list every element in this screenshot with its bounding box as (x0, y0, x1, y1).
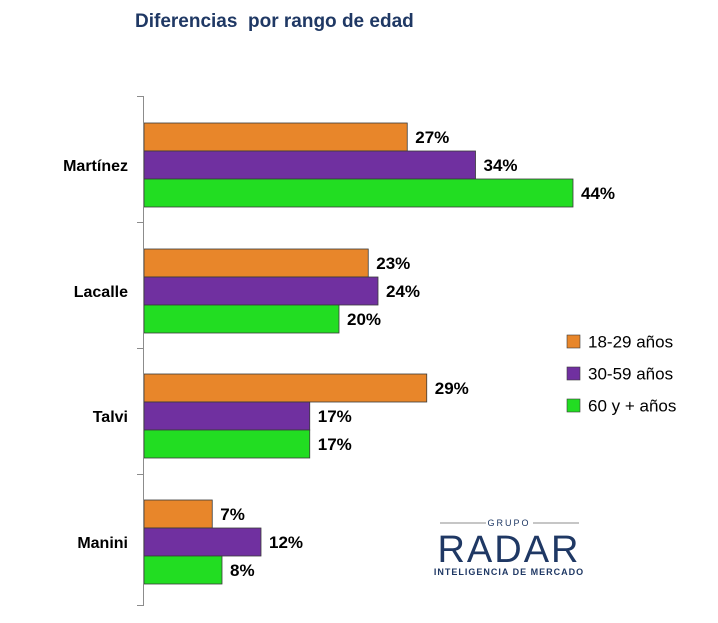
value-label-manini-30-59-anos: 12% (269, 533, 303, 552)
bar-talvi-18-29-anos (143, 373, 428, 403)
bar-lacalle-30-59-anos (143, 276, 379, 306)
category-label-talvi: Talvi (93, 409, 128, 426)
value-label-martinez-18-29-anos: 27% (415, 128, 449, 147)
bar-martinez-60-y-anos (143, 178, 574, 208)
category-label-lacalle: Lacalle (74, 284, 128, 301)
legend: 18-29 años 30-59 años 60 y + años (566, 333, 676, 416)
legend-swatch-30-59-anos (566, 366, 581, 381)
bar-lacalle-60-y-anos (143, 304, 340, 334)
legend-swatch-18-29-anos (566, 334, 581, 349)
value-label-lacalle-18-29-anos: 23% (376, 254, 410, 273)
bar-martinez-30-59-anos (143, 150, 476, 180)
legend-label-60-y-anos: 60 y + años (588, 397, 676, 416)
logo-grupo-text: GRUPO (487, 518, 530, 528)
value-labels-layer: 27% 34% 44% 23% 24% 20% 29% 17% 17% 7% 12% 8% (220, 128, 615, 580)
bar-lacalle-18-29-anos (143, 248, 369, 278)
value-label-talvi-60-y-anos: 17% (318, 435, 352, 454)
legend-label-30-59-anos: 30-59 años (588, 365, 673, 384)
legend-label-18-29-anos: 18-29 años (588, 333, 673, 352)
bar-manini-18-29-anos (143, 499, 213, 529)
value-label-manini-18-29-anos: 7% (220, 505, 245, 524)
logo-radar-text: RADAR (437, 529, 580, 571)
legend-item-18-29-anos: 18-29 años (566, 333, 673, 352)
value-label-martinez-30-59-anos: 34% (484, 156, 518, 175)
grupo-radar-logo: GRUPO RADAR INTELIGENCIA DE MERCADO (434, 518, 584, 577)
bars-layer (143, 122, 574, 585)
category-label-manini: Manini (77, 535, 128, 552)
bar-manini-30-59-anos (143, 527, 262, 557)
category-labels-layer: Martínez Lacalle Talvi Manini (63, 158, 128, 552)
value-label-manini-60-y-anos: 8% (230, 561, 255, 580)
bar-talvi-60-y-anos (143, 429, 311, 459)
value-label-lacalle-30-59-anos: 24% (386, 282, 420, 301)
logo-subtitle-text: INTELIGENCIA DE MERCADO (434, 567, 584, 577)
legend-swatch-60-y-anos (566, 398, 581, 413)
value-label-lacalle-60-y-anos: 20% (347, 310, 381, 329)
value-label-martinez-60-y-anos: 44% (581, 184, 615, 203)
bar-talvi-30-59-anos (143, 401, 311, 431)
legend-item-60-y-anos: 60 y + años (566, 397, 676, 416)
value-label-talvi-18-29-anos: 29% (435, 379, 469, 398)
chart-title: Diferencias por rango de edad (135, 11, 414, 32)
legend-item-30-59-anos: 30-59 años (566, 365, 673, 384)
value-label-talvi-30-59-anos: 17% (318, 407, 352, 426)
category-label-martinez: Martínez (63, 158, 128, 175)
y-axis-ticks (137, 96, 144, 606)
bar-martinez-18-29-anos (143, 122, 408, 152)
bar-manini-60-y-anos (143, 555, 223, 585)
